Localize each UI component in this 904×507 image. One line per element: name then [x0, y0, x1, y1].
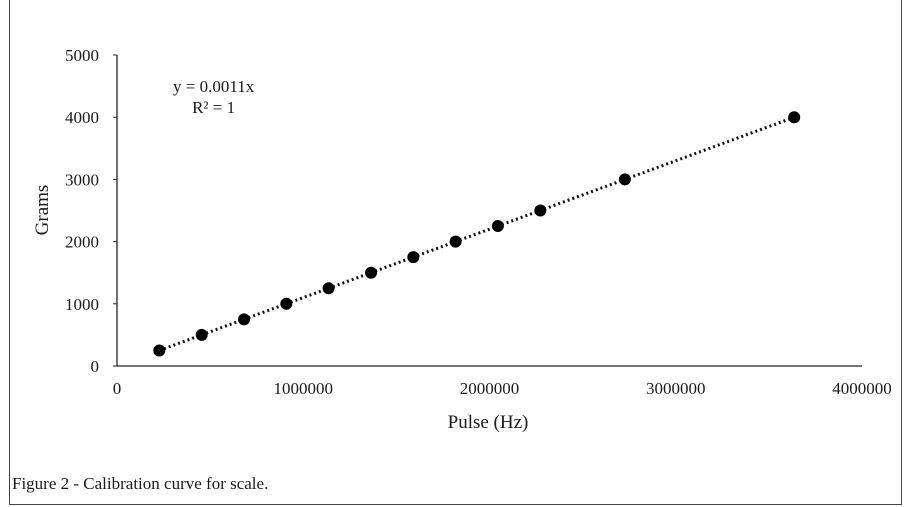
chart-axes: 0 1000 2000 3000 4000 5000 0 1000000 2000000 3000… — [65, 46, 892, 398]
data-points-group — [153, 111, 801, 357]
data-point — [365, 266, 378, 279]
y-tick-label: 2000 — [65, 233, 99, 252]
x-axis-label: Pulse (Hz) — [448, 412, 529, 433]
data-point — [788, 111, 801, 124]
trendline — [158, 115, 795, 352]
y-tick-label: 4000 — [65, 108, 99, 127]
x-tick-label: 1000000 — [274, 379, 334, 398]
y-tick-label: 0 — [91, 357, 100, 376]
y-tick-label: 5000 — [65, 46, 99, 65]
trendline-equation: y = 0.0011x — [173, 77, 255, 96]
y-axis-label: Grams — [32, 185, 53, 236]
data-point — [238, 313, 251, 326]
data-point — [322, 282, 335, 295]
x-tick-label: 4000000 — [832, 379, 892, 398]
data-point — [618, 173, 631, 186]
data-point — [449, 235, 462, 248]
data-point — [534, 204, 547, 217]
calibration-chart: 0 1000 2000 3000 4000 5000 0 1000000 2000000 3000… — [32, 46, 892, 433]
figure-frame — [9, 0, 902, 505]
data-point — [153, 344, 166, 357]
x-tick-label: 2000000 — [460, 379, 520, 398]
y-tick-label: 3000 — [65, 170, 99, 189]
data-point — [195, 328, 208, 341]
data-point — [407, 251, 420, 264]
y-tick-label: 1000 — [65, 295, 99, 314]
x-tick-label: 3000000 — [646, 379, 706, 398]
figure-caption: Figure 2 - Calibration curve for scale. — [12, 474, 269, 493]
data-point — [491, 220, 504, 233]
trendline-label: y = 0.0011x R² = 1 — [173, 76, 254, 118]
data-point — [280, 297, 293, 310]
trendline-r-squared: R² = 1 — [192, 98, 236, 117]
trendline-group — [158, 115, 795, 352]
x-tick-label: 0 — [113, 379, 122, 398]
